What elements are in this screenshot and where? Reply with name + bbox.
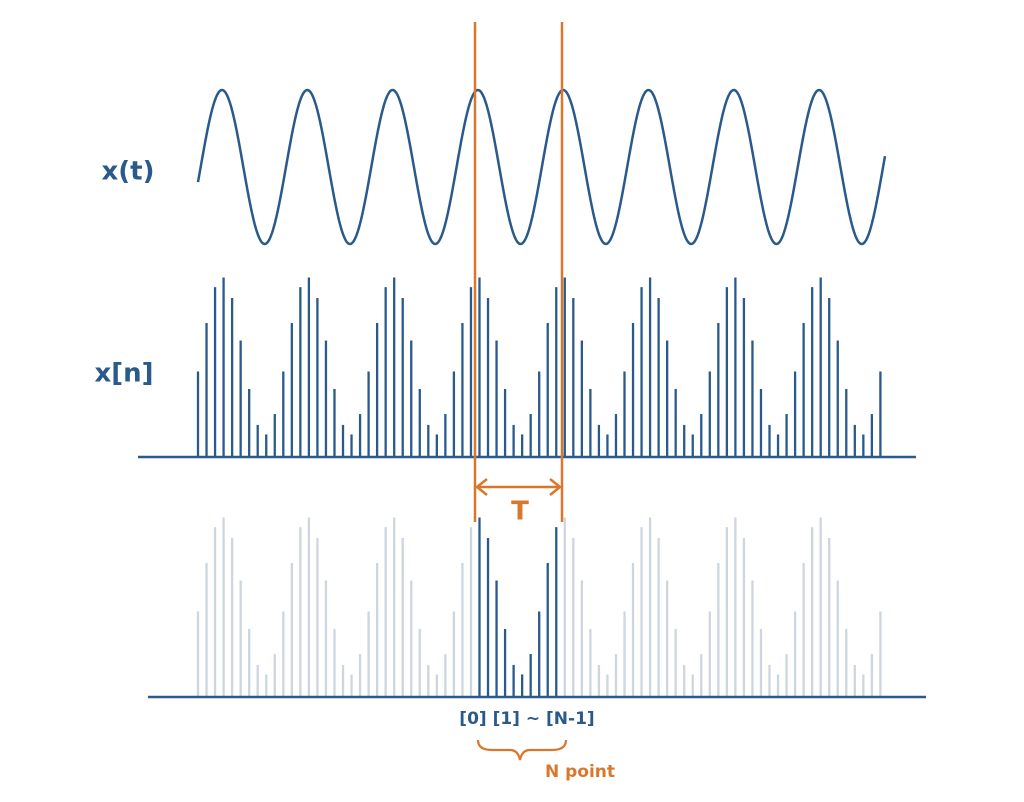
brace bbox=[476, 739, 568, 761]
sampled-signal bbox=[196, 277, 882, 457]
continuous-signal bbox=[196, 88, 887, 246]
period-arrow bbox=[474, 478, 563, 496]
windowed-signal bbox=[196, 517, 882, 697]
discrete-label: x[n] bbox=[94, 359, 153, 389]
points-label: N point bbox=[545, 762, 615, 782]
continuous-label: x(t) bbox=[102, 157, 155, 187]
index-label: [0] [1] ~ [N-1] bbox=[459, 709, 594, 729]
period-label: T bbox=[511, 497, 529, 527]
sine-curve bbox=[196, 88, 887, 246]
